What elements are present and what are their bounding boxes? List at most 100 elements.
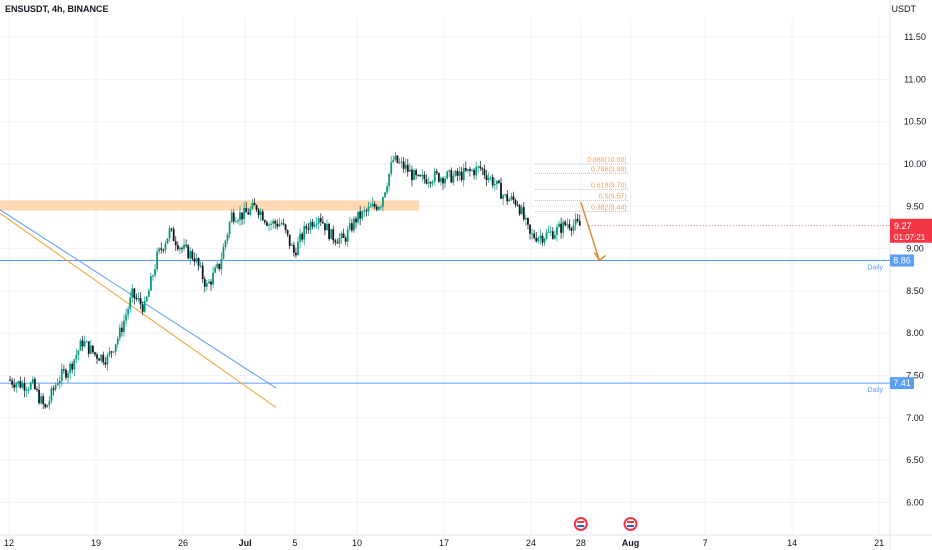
candle-body [338,237,341,244]
candle-body [386,186,388,193]
candle-body [346,229,349,242]
candle-body [444,178,446,184]
candle-body [46,405,49,408]
candle-body [326,223,328,231]
candle-body [274,220,277,224]
candle-body [239,212,241,221]
time-axis-tick: Jul [239,538,252,548]
support-price-tag [890,377,914,390]
candle-body [435,171,438,174]
candle-body [116,338,119,345]
candle-body [106,355,109,365]
price-axis-tick: 11.00 [904,74,926,84]
candle-body [114,344,117,352]
candle-body [36,388,38,390]
candle-body [92,345,94,353]
candle-body [228,222,231,235]
price-axis-tick: 6.00 [906,497,924,507]
candle-body [334,240,337,243]
candle-body [272,220,275,224]
candle-body [232,212,235,222]
candle-body [437,173,440,182]
candle-body [199,265,202,267]
candle-body [549,231,552,233]
candle-body [255,205,258,210]
candle-body [578,221,581,226]
candle-body [212,272,214,285]
candle-body [241,212,243,220]
candle-body [518,205,521,215]
candle-body [348,223,351,230]
candle-body [75,354,78,360]
candle-body [123,320,125,332]
candle-body [471,170,473,172]
us-flag-icon-stripe [577,521,585,523]
price-axis-tick: 8.00 [906,328,924,338]
candle-body [551,231,554,239]
candle-body [185,244,188,246]
candle-body [324,223,326,231]
time-axis-tick: 21 [874,538,884,548]
candle-body [102,354,105,363]
trendline [0,209,277,389]
candle-body [369,206,372,208]
candle-body [562,221,565,233]
candle-body [429,182,432,184]
candle-body [344,237,347,242]
candle-body [406,164,409,172]
candle-body [402,161,405,169]
candle-body [193,258,196,262]
fib-level-label: 0.886(10.00) [587,157,627,164]
candle-body [69,363,72,374]
candle-body [533,233,536,238]
candle-body [446,171,449,179]
candle-body [342,233,345,238]
projection-arrowhead [593,252,606,262]
candle-body [100,354,103,361]
candle-body [303,226,306,240]
candle-body [220,259,223,269]
candle-body [226,234,229,241]
candle-body [77,350,80,355]
candle-body [450,170,453,183]
candle-body [365,210,368,212]
candle-body [168,228,171,239]
candle-body [568,224,571,229]
price-axis-tick: 7.00 [906,413,924,423]
candle-body [278,223,281,227]
candle-body [104,362,107,365]
candle-body [456,170,459,176]
candle-body [189,251,192,259]
candle-body [359,211,362,219]
candle-body [133,288,136,299]
candle-body [442,178,444,184]
time-axis-tick: 10 [352,538,362,548]
candle-body [19,381,22,388]
candle-body [539,235,542,238]
symbol-title: ENSUSDT, 4h, BINANCE [5,4,109,14]
candle-body [319,218,322,222]
currency-label: USDT [891,4,917,14]
candle-body [502,195,504,199]
candle-body [440,178,442,182]
candle-body [108,351,111,356]
candle-body [58,380,61,384]
candle-body [266,222,268,226]
candle-body [162,249,165,251]
candle-body [307,228,310,230]
candle-body [475,166,478,176]
candle-body [317,218,320,224]
candle-body [553,234,556,239]
candle-body [485,175,488,181]
candle-body [576,219,579,222]
candle-body [181,247,183,249]
candle-body [249,208,252,215]
candle-body [174,241,177,246]
candle-body [137,298,140,300]
us-flag-icon[interactable] [623,517,638,531]
candle-body [183,244,185,249]
candle-body [489,177,492,179]
us-flag-icon[interactable] [573,517,588,531]
candle-body [27,389,30,391]
